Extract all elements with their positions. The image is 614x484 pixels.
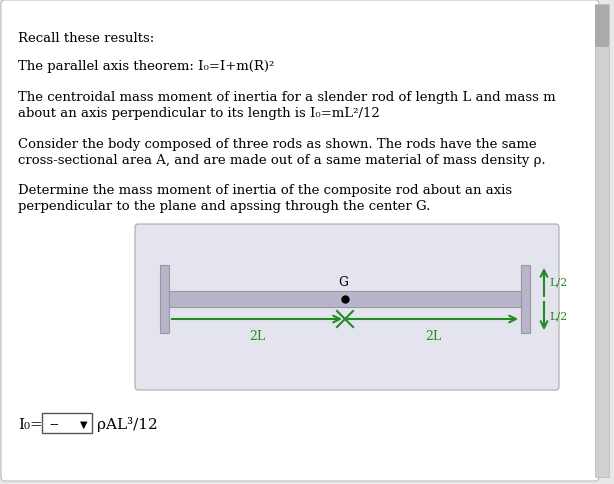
Text: I₀=: I₀= bbox=[18, 417, 43, 431]
Text: about an axis perpendicular to its length is I₀=mL²/12: about an axis perpendicular to its lengt… bbox=[18, 107, 379, 120]
Text: Consider the body composed of three rods as shown. The rods have the same: Consider the body composed of three rods… bbox=[18, 138, 537, 151]
FancyBboxPatch shape bbox=[1, 1, 599, 481]
Text: The centroidal mass moment of inertia for a slender rod of length L and mass m: The centroidal mass moment of inertia fo… bbox=[18, 91, 556, 104]
Bar bbox=[42, 413, 92, 433]
Text: Recall these results:: Recall these results: bbox=[18, 32, 154, 45]
FancyBboxPatch shape bbox=[595, 6, 609, 48]
Text: L/2: L/2 bbox=[549, 311, 567, 321]
Bar bbox=[595, 5, 609, 477]
Text: Determine the mass moment of inertia of the composite rod about an axis: Determine the mass moment of inertia of … bbox=[18, 183, 512, 197]
Text: perpendicular to the plane and apssing through the center G.: perpendicular to the plane and apssing t… bbox=[18, 199, 430, 212]
Text: 2L: 2L bbox=[249, 329, 265, 342]
FancyBboxPatch shape bbox=[135, 225, 559, 390]
Bar bbox=[521, 265, 530, 333]
Text: L/2: L/2 bbox=[549, 277, 567, 287]
Text: ▼: ▼ bbox=[80, 419, 88, 429]
Bar bbox=[160, 265, 169, 333]
Text: ρAL³/12: ρAL³/12 bbox=[97, 417, 158, 432]
Text: cross-sectional area A, and are made out of a same material of mass density ρ.: cross-sectional area A, and are made out… bbox=[18, 154, 546, 166]
Text: G: G bbox=[338, 275, 348, 288]
Text: 2L: 2L bbox=[425, 329, 441, 342]
Text: The parallel axis theorem: I₀=I⁣+m(R)²: The parallel axis theorem: I₀=I⁣+m(R)² bbox=[18, 60, 274, 73]
Text: --: -- bbox=[49, 418, 58, 431]
Bar bbox=[169, 291, 521, 307]
